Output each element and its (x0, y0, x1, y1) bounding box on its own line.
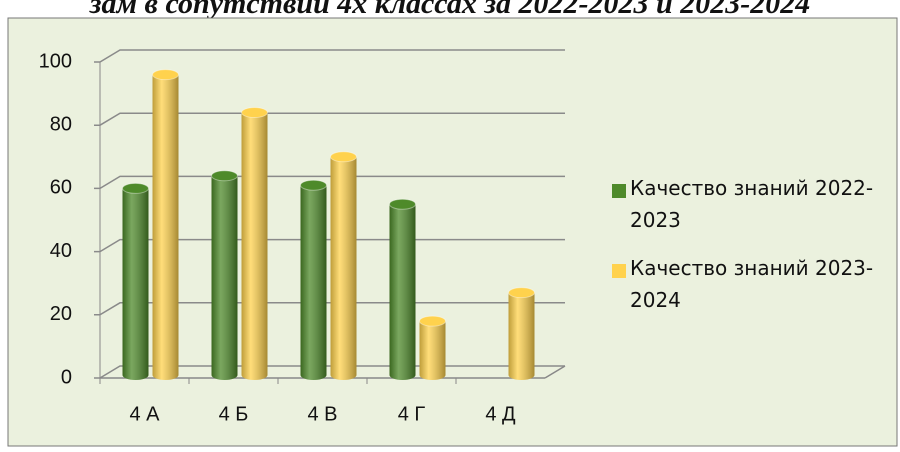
grid-line (94, 112, 565, 126)
legend-label: Качество знаний 2023-2024 (630, 256, 874, 312)
y-tick-label: 0 (61, 366, 72, 388)
x-tick-label: 4 Г (398, 403, 426, 425)
bar (152, 69, 179, 380)
bar (508, 287, 535, 380)
bar (211, 170, 238, 380)
y-tick-label: 60 (50, 177, 72, 199)
bar-shade (419, 321, 446, 380)
bar (389, 198, 416, 380)
legend-item: Качество знаний 2023-2024 (630, 256, 874, 312)
bar-top (389, 198, 416, 210)
bar (122, 182, 149, 380)
bar-shade (211, 175, 238, 380)
bar-shade (152, 74, 179, 380)
bar-shade (330, 156, 357, 380)
bar-top (508, 287, 535, 299)
y-tick-label: 40 (50, 240, 72, 262)
grid-line (94, 49, 565, 63)
bar-top (122, 182, 149, 194)
x-tick-label: 4 А (129, 403, 160, 425)
x-tick-label: 4 В (307, 403, 337, 425)
bar-top (330, 151, 357, 163)
bar-shade (389, 204, 416, 380)
bar-top (152, 69, 179, 81)
bar-shade (508, 292, 535, 380)
bar-top (419, 315, 446, 327)
bar (330, 151, 357, 380)
bar-top (241, 107, 268, 119)
bar-top (211, 170, 238, 182)
bar (241, 107, 268, 380)
x-axis-end (544, 365, 566, 379)
legend-swatch (612, 184, 626, 198)
bar-shade (241, 112, 268, 380)
y-tick-label: 100 (39, 50, 72, 72)
bar-top (300, 179, 327, 191)
bar (419, 315, 446, 380)
y-tick-label: 20 (50, 303, 72, 325)
x-tick-label: 4 Б (219, 403, 249, 425)
chart-title: зам в сопутствии 4х классах за 2022-2023… (89, 0, 810, 20)
legend-swatch (612, 264, 626, 278)
bar-shade (300, 185, 327, 380)
bar-shade (122, 188, 149, 380)
y-tick-label: 80 (50, 113, 72, 135)
legend-item: Качество знаний 2022-2023 (630, 176, 874, 232)
x-tick-label: 4 Д (485, 403, 516, 425)
legend-label: Качество знаний 2022-2023 (630, 176, 874, 232)
bar (300, 179, 327, 380)
